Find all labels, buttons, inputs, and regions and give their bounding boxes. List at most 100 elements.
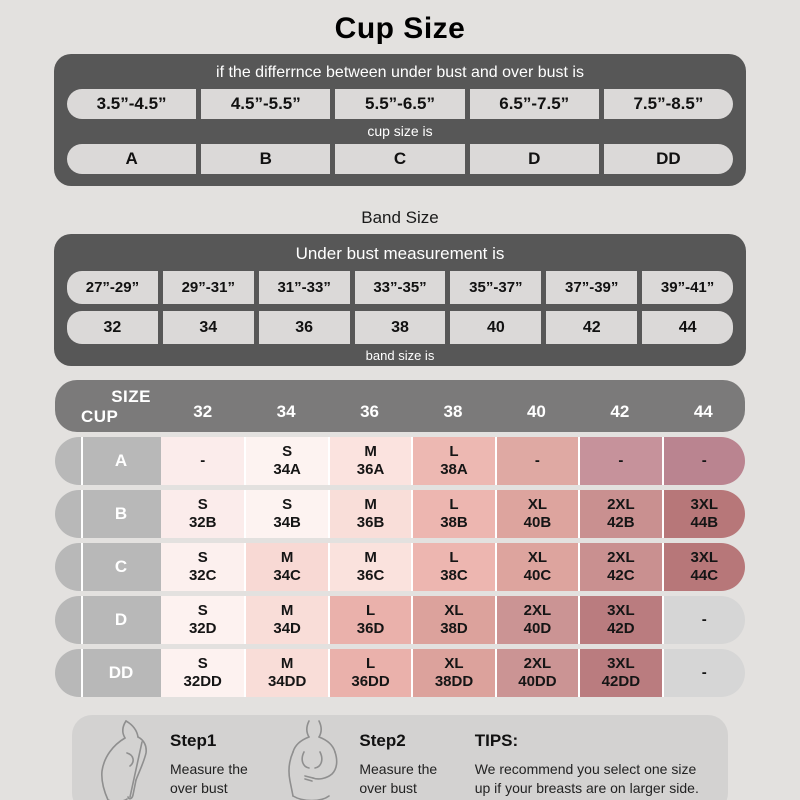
size-cell: -: [161, 437, 245, 485]
cell-code-label: 32DD: [183, 673, 222, 690]
matrix-col-header: 36: [360, 402, 380, 421]
cell-code-label: 34D: [273, 620, 301, 637]
matrix-col-header: 38: [443, 402, 463, 421]
band-size-cell: 40: [450, 311, 542, 344]
size-cell: M 36C: [327, 543, 412, 591]
cell-size-label: -: [618, 452, 624, 469]
cell-size-label: S: [197, 655, 208, 672]
cell-size-label: L: [365, 655, 376, 672]
cell-size-label: XL: [527, 496, 547, 513]
size-cell: XL 40B: [494, 490, 579, 538]
cell-code-label: 40DD: [518, 673, 557, 690]
size-cell: S 32C: [161, 543, 245, 591]
cell-code-label: 42D: [607, 620, 635, 637]
size-cell: -: [661, 596, 745, 644]
cell-code-label: 38D: [440, 620, 468, 637]
cell-code-label: 42DD: [601, 673, 641, 690]
cell-size-label: M: [364, 549, 377, 566]
size-cell: 3XL 42DD: [578, 649, 662, 697]
cell-size-label: L: [449, 496, 459, 513]
cell-code-label: 44C: [690, 567, 719, 584]
step2-title: Step2: [359, 730, 406, 750]
step2-block: Step2 Measure the over bust: [359, 731, 452, 798]
cup-range-cell: 3.5”-4.5”: [67, 89, 197, 119]
page-title: Cup Size: [334, 12, 466, 45]
size-cell: M 36A: [327, 437, 412, 485]
cell-size-label: S: [197, 549, 208, 566]
cell-size-label: XL: [527, 549, 547, 566]
band-size-cell: 36: [258, 311, 350, 344]
matrix-row-a: A - S 34A M 36A L 38A - - -: [55, 437, 745, 485]
band-size-cell: 32: [67, 311, 158, 344]
tips-title: TIPS:: [474, 730, 519, 750]
cup-letter-row: A B C D DD: [67, 144, 734, 174]
cell-code-label: 36A: [356, 461, 385, 478]
tips-block: TIPS: We recommend you select one size u…: [475, 731, 712, 798]
matrix-row-b: B S 32B S 34B M 36B L 38B XL 40B 2XL 42B 3XL 44…: [55, 490, 745, 538]
size-cell: XL 40C: [494, 543, 579, 591]
cell-code-label: 36C: [356, 567, 385, 584]
cup-letter-cell: DD: [603, 144, 734, 174]
band-range-cell: 39”-41”: [642, 271, 734, 304]
band-range-cell: 35”-37”: [450, 271, 542, 304]
band-range-cell: 31”-33”: [258, 271, 350, 304]
cell-code-label: 32B: [188, 514, 217, 531]
matrix-col-header: 42: [610, 402, 630, 421]
matrix-col-header: 44: [693, 402, 713, 421]
cup-size-table: if the differrnce between under bust and…: [54, 54, 746, 186]
cell-size-label: M: [364, 496, 377, 513]
size-cell: L 38B: [411, 490, 495, 538]
cell-code-label: 34DD: [267, 673, 307, 690]
band-range-cell: 37”-39”: [546, 271, 638, 304]
cell-code-label: 34C: [273, 567, 301, 584]
cell-size-label: 3XL: [607, 655, 635, 672]
cell-code-label: 36D: [356, 620, 385, 637]
size-cell: S 32B: [161, 490, 245, 538]
cell-size-label: S: [282, 496, 293, 513]
cell-code-label: 42B: [607, 514, 635, 531]
corner-cup-label: CUP: [81, 407, 119, 426]
cell-size-label: -: [701, 452, 707, 469]
band-range-cell: 33”-35”: [354, 271, 446, 304]
size-cell: M 34DD: [244, 649, 328, 697]
band-size-cell: 44: [642, 311, 734, 344]
band-size-cell: 38: [354, 311, 446, 344]
matrix-col-header: 34: [276, 402, 296, 421]
cell-size-label: L: [449, 443, 459, 460]
cell-code-label: 40D: [523, 620, 552, 637]
row-label: C: [55, 543, 161, 591]
band-table-header: Under bust measurement is: [295, 244, 505, 263]
cell-size-label: -: [200, 452, 206, 469]
cell-code-label: 38A: [440, 461, 468, 478]
cell-size-label: XL: [444, 602, 464, 619]
row-label: DD: [55, 649, 161, 697]
cell-size-label: 3XL: [607, 602, 635, 619]
cell-size-label: -: [534, 452, 540, 469]
matrix-row-d: D S 32D M 34D L 36D XL 38D 2XL 40D 3XL 42D -: [55, 596, 745, 644]
cell-size-label: L: [449, 549, 459, 566]
cell-code-label: 44B: [690, 514, 719, 531]
row-label: A: [55, 437, 161, 485]
cell-size-label: S: [197, 496, 208, 513]
cup-range-cell: 6.5”-7.5”: [469, 89, 599, 119]
size-cell: 3XL 44B: [661, 490, 745, 538]
instructions-box: Step1 Measure the over bust Step2 Measur…: [72, 715, 728, 800]
cell-code-label: 42C: [607, 567, 635, 584]
tips-text: We recommend you select one size up if y…: [474, 760, 699, 796]
cup-table-subheader: cup size is: [367, 123, 433, 139]
cell-code-label: 38B: [440, 514, 468, 531]
cup-letter-cell: D: [469, 144, 599, 174]
cup-range-row: 3.5”-4.5” 4.5”-5.5” 5.5”-6.5” 6.5”-7.5” …: [67, 89, 734, 119]
matrix-header: SIZE CUP 32 34 36 38 40 42 44: [55, 380, 745, 432]
band-size-title: Band Size: [361, 208, 439, 227]
size-cell: -: [578, 437, 662, 485]
corner-size-label: SIZE: [111, 387, 151, 406]
size-cell: L 38A: [411, 437, 495, 485]
cell-size-label: 2XL: [523, 655, 552, 672]
cell-size-label: 3XL: [690, 496, 719, 513]
cell-code-label: 40B: [523, 514, 552, 531]
size-cell: S 34B: [244, 490, 328, 538]
size-cell: L 36D: [327, 596, 412, 644]
size-cell: -: [661, 437, 745, 485]
matrix-col-header: 32: [193, 402, 213, 421]
